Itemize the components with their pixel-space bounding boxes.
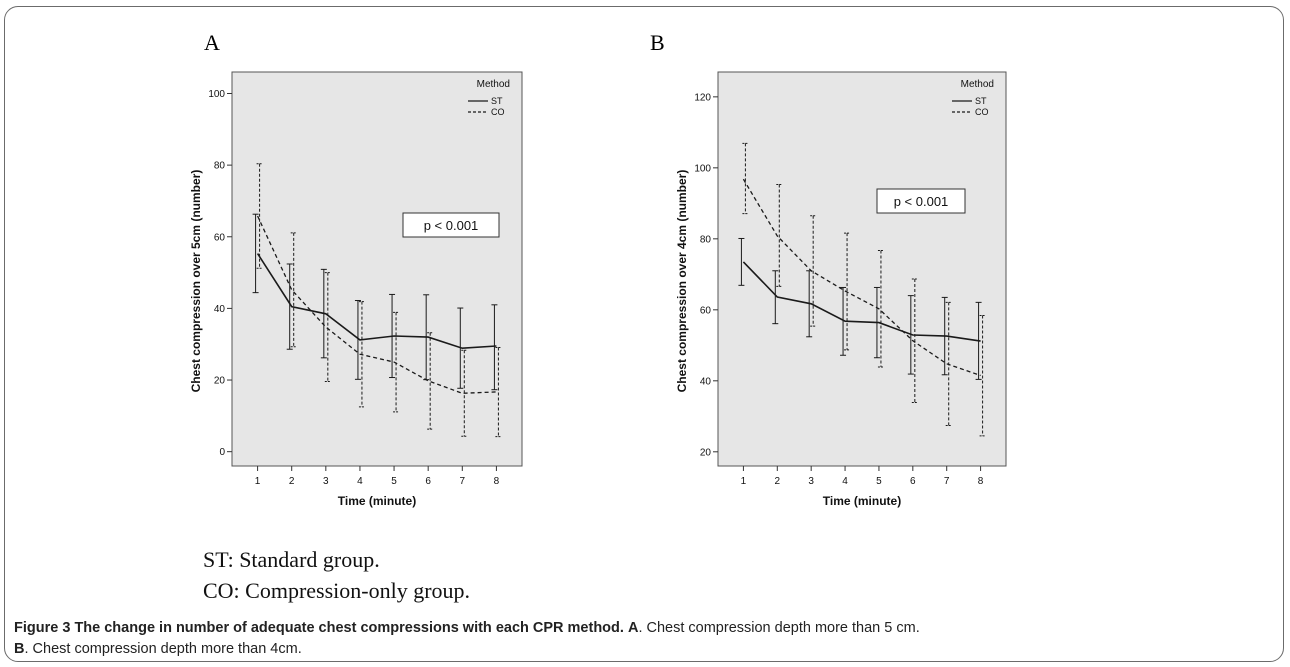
annotation-box (876, 188, 966, 214)
y-tick-label: 60 (700, 305, 712, 316)
note-co: CO: Compression-only group. (203, 578, 471, 603)
x-tick-label: 4 (842, 476, 848, 487)
x-tick-label: 7 (460, 476, 466, 487)
plot-area (717, 71, 1007, 467)
y-tick-label: 0 (219, 447, 225, 458)
caption-label: Figure 3 (14, 620, 71, 636)
x-tick-label: 2 (289, 476, 295, 487)
y-tick-label: 40 (214, 304, 226, 315)
note-st: ST: Standard group. (203, 547, 380, 572)
legend-label-co: CO (975, 107, 989, 117)
legend-title: Method (477, 79, 510, 90)
legend-label-st: ST (975, 96, 987, 106)
figure-caption: Figure 3 The change in number of adequat… (14, 618, 1276, 660)
caption-b-text: . Chest compression depth more than 4cm. (24, 641, 302, 657)
series-line-st (742, 261, 981, 342)
y-axis-label: Chest compression over 4cm (number) (675, 170, 689, 393)
y-tick-label: 20 (214, 376, 226, 387)
legend-label-st: ST (491, 96, 503, 106)
x-tick-label: 3 (808, 476, 814, 487)
x-axis-label: Time (minute) (823, 494, 901, 508)
x-tick-label: 5 (876, 476, 882, 487)
x-tick-label: 8 (978, 476, 984, 487)
x-axis-label: Time (minute) (338, 494, 416, 508)
plot-area (231, 71, 523, 467)
series-line-st (256, 253, 497, 350)
y-tick-label: 120 (694, 92, 711, 103)
y-tick-label: 80 (700, 234, 712, 245)
p-value-annotation: p < 0.001 (424, 218, 479, 233)
series-line-co (257, 215, 497, 394)
legend-label-co: CO (491, 107, 505, 117)
caption-b-label: B (14, 641, 25, 657)
x-tick-label: 2 (775, 476, 781, 487)
caption-a-label: A (627, 620, 639, 636)
annotation-box (402, 212, 500, 238)
y-tick-label: 20 (700, 447, 712, 458)
series-line-co (742, 178, 981, 377)
x-tick-label: 6 (910, 476, 916, 487)
x-tick-label: 1 (741, 476, 747, 487)
caption-a-text: . Chest compression depth more than 5 cm… (638, 620, 920, 636)
chart-b: 20 40 60 80 100 120 1 2 3 4 5 6 7 8 Time (minute) Chest… (675, 71, 1007, 508)
y-axis-label: Chest compression over 5cm (number) (189, 170, 203, 393)
x-tick-label: 4 (357, 476, 363, 487)
panel-a-letter: A (204, 30, 220, 55)
x-tick-label: 5 (391, 476, 397, 487)
p-value-annotation: p < 0.001 (894, 194, 949, 209)
y-tick-label: 80 (214, 161, 226, 172)
x-tick-label: 1 (255, 476, 261, 487)
caption-title: The change in number of adequate chest c… (74, 620, 624, 636)
panel-b-letter: B (650, 30, 665, 55)
y-tick-label: 100 (694, 163, 711, 174)
y-tick-label: 40 (700, 376, 712, 387)
figure-frame (4, 6, 1284, 662)
x-tick-label: 6 (425, 476, 431, 487)
legend-title: Method (961, 79, 994, 90)
chart-a: 0 20 40 60 80 100 1 2 3 4 5 6 7 8 Time (minute) Chest c… (189, 71, 523, 508)
x-tick-label: 7 (944, 476, 950, 487)
y-tick-label: 60 (214, 232, 226, 243)
x-tick-label: 8 (494, 476, 500, 487)
x-tick-label: 3 (323, 476, 329, 487)
y-tick-label: 100 (208, 89, 225, 100)
